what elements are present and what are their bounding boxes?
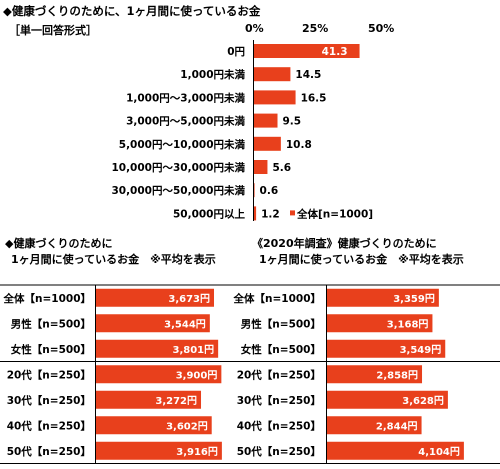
right-bar [326,314,433,333]
right-category-label: 30代【n=250】 [237,394,321,407]
data-label: 16.5 [301,92,327,104]
category-label: 50,000円以上 [173,207,246,220]
left-data-label: 3,801円 [173,344,215,356]
left-data-label: 3,272円 [155,395,197,407]
right-category-label: 20代【n=250】 [237,368,321,381]
right-chart-title-line1: 《2020年調査》健康づくりのために [252,237,437,250]
right-category-label: 男性【n=500】 [241,317,321,330]
right-category-label: 全体【n=1000】 [233,292,322,305]
right-bar [326,339,446,358]
category-label: 10,000円～30,000円未満 [111,161,245,174]
left-data-label: 3,602円 [166,420,208,432]
category-label: 3,000円～5,000円未満 [126,115,245,128]
right-data-label: 3,628円 [402,395,444,407]
left-data-label: 3,544円 [164,318,206,330]
left-bar [95,416,212,435]
right-data-label: 3,168円 [387,318,429,330]
legend-label: 全体[n=1000] [296,207,373,220]
category-label: 5,000円～10,000円未満 [119,138,246,151]
category-label: 0円 [227,46,245,58]
right-chart-title-line2: 1ヶ月間に使っているお金 ※平均を表示 [259,253,464,266]
right-bar [326,288,439,307]
right-category-label: 50代【n=250】 [237,445,321,458]
right-bar [326,365,423,384]
right-data-label: 3,549円 [400,344,442,356]
right-data-label: 3,359円 [393,293,435,305]
bar [253,90,296,105]
right-chart-title: 《2020年調査》健康づくりのために 1ヶ月間に使っているお金 ※平均を表示 [252,236,464,268]
left-data-label: 3,900円 [176,369,218,381]
left-category-label: 40代【n=250】 [7,419,91,432]
left-data-label: 3,673円 [168,293,210,305]
bar [253,160,268,174]
top-chart-title: ◆健康づくりのために、1ヶ月間に使っているお金 [3,4,261,18]
x-tick-25: 25% [302,22,329,35]
left-category-label: 男性【n=500】 [11,317,91,330]
right-bar [326,441,464,460]
left-chart-title-line1: ◆健康づくりのために [5,237,113,250]
right-category-label: 40代【n=250】 [237,419,321,432]
right-data-label: 2,844円 [376,420,418,432]
x-tick-50: 50% [368,22,395,35]
category-label: 30,000円～50,000円未満 [111,184,245,197]
left-data-label: 3,916円 [176,446,218,458]
category-label: 1,000円未満 [180,68,245,81]
right-data-label: 2,858円 [376,369,418,381]
top-chart-subtitle: ［単一回答形式］ [9,24,97,37]
bar [253,136,281,151]
left-bar [95,314,210,333]
data-label: 1.2 [261,208,280,220]
right-bar [326,416,422,435]
data-label: 9.5 [283,116,302,128]
left-chart-title: ◆健康づくりのために 1ヶ月間に使っているお金 ※平均を表示 [5,236,216,268]
data-label: 14.5 [295,69,321,81]
data-label: 5.6 [272,162,291,174]
category-label: 1,000円～3,000円未満 [126,91,245,104]
data-label: 10.8 [286,139,312,151]
bar [253,67,291,82]
left-bar [95,390,202,409]
right-data-label: 4,104円 [418,446,460,458]
bar [253,113,278,128]
left-category-label: 全体【n=1000】 [3,292,92,305]
legend-swatch [290,210,295,216]
left-category-label: 30代【n=250】 [7,394,91,407]
x-tick-0: 0% [245,22,264,35]
left-bar [95,441,222,460]
left-category-label: 20代【n=250】 [7,368,91,381]
right-category-label: 女性【n=500】 [241,343,321,356]
left-category-label: 女性【n=500】 [11,343,91,356]
left-chart-title-line2: 1ヶ月間に使っているお金 ※平均を表示 [11,253,216,266]
left-bar [95,365,222,384]
bar [253,44,360,58]
data-label: 0.6 [260,185,279,197]
left-bar [95,288,215,307]
left-bar [95,339,219,358]
data-label: 41.3 [322,46,348,58]
left-category-label: 50代【n=250】 [7,445,91,458]
right-bar [326,390,448,409]
bar [253,206,257,221]
